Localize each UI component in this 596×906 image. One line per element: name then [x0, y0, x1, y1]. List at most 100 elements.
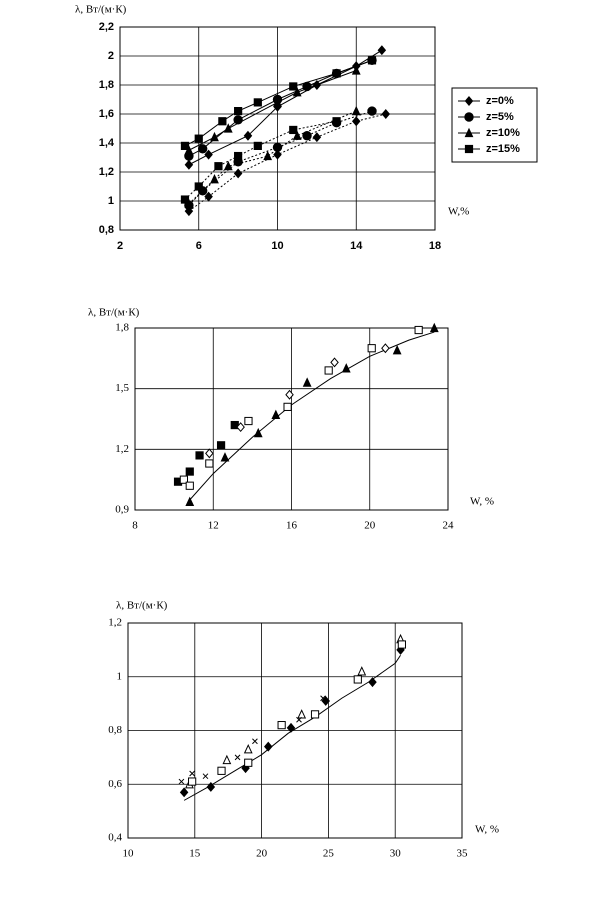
point	[220, 452, 230, 462]
x-tick-label: 30	[390, 848, 402, 860]
x-axis-label: W, %	[475, 824, 499, 836]
point	[296, 716, 302, 723]
y-tick-label: 1,5	[115, 382, 129, 394]
point	[292, 130, 302, 140]
point	[236, 422, 245, 433]
point	[195, 451, 204, 460]
legend-marker	[464, 144, 474, 154]
point	[178, 778, 185, 785]
point	[222, 754, 232, 765]
point	[185, 496, 195, 507]
point	[289, 125, 298, 135]
point	[367, 56, 377, 65]
x-tick-label: 6	[196, 240, 202, 252]
point	[285, 389, 294, 400]
point	[223, 123, 233, 133]
legend-marker	[464, 96, 474, 106]
legend-label: z=5%	[486, 111, 514, 123]
point	[397, 640, 406, 649]
point	[367, 106, 377, 116]
point	[234, 151, 243, 161]
point	[272, 142, 283, 153]
y-tick-label: 0,6	[108, 778, 122, 790]
point	[292, 86, 302, 97]
point	[429, 322, 439, 333]
plot-frame	[119, 26, 436, 231]
x-tick-label: 16	[286, 520, 298, 532]
legend-marker	[464, 112, 474, 122]
x-tick-label: 18	[429, 240, 441, 252]
fit-line	[189, 331, 435, 501]
y-tick-label: 1,2	[99, 166, 114, 178]
point	[273, 97, 282, 107]
point	[210, 131, 219, 142]
point	[205, 448, 214, 459]
point	[218, 117, 227, 126]
point	[330, 357, 339, 368]
y-tick-label: 0,8	[99, 224, 114, 236]
point	[243, 130, 253, 141]
plot-frame	[127, 622, 463, 839]
x-tick-label: 20	[256, 848, 268, 860]
x-tick-label: 12	[208, 520, 219, 532]
y-axis-label: λ, Вт/(м·К)	[75, 4, 127, 16]
point	[289, 82, 298, 91]
point	[179, 787, 189, 798]
x-axis-label: W,%	[448, 206, 469, 218]
point	[332, 69, 341, 78]
y-tick-label: 0,4	[108, 832, 122, 844]
point	[189, 770, 195, 777]
x-tick-label: 10	[123, 848, 135, 860]
y-axis-label: λ, Вт/(м·К)	[116, 600, 168, 612]
point	[214, 162, 223, 171]
point	[283, 402, 292, 411]
point	[217, 766, 226, 775]
point	[302, 377, 312, 387]
point	[206, 781, 216, 792]
series-line	[184, 120, 337, 200]
x-axis-label: W, %	[470, 496, 494, 508]
y-tick-label: 0,9	[115, 504, 129, 516]
point	[202, 773, 209, 780]
point	[210, 173, 219, 184]
point	[253, 98, 262, 107]
point	[332, 117, 341, 126]
point	[377, 45, 387, 56]
x-tick-label: 25	[323, 848, 335, 860]
point	[324, 366, 333, 375]
point	[179, 475, 189, 484]
y-tick-label: 0,8	[108, 724, 122, 736]
point	[353, 675, 362, 684]
y-tick-label: 2	[108, 50, 114, 62]
x-tick-label: 14	[350, 240, 363, 252]
point	[180, 195, 190, 204]
point	[194, 182, 203, 191]
point	[234, 107, 243, 116]
point	[244, 758, 253, 767]
point	[243, 744, 253, 754]
point	[194, 134, 203, 143]
point	[312, 132, 322, 143]
plot-frame	[134, 327, 449, 511]
point	[351, 105, 361, 116]
point	[204, 149, 213, 160]
point	[381, 109, 391, 119]
point	[253, 427, 263, 438]
x-tick-label: 35	[457, 848, 469, 860]
x-tick-label: 15	[189, 848, 201, 860]
y-tick-label: 1,6	[99, 108, 114, 120]
point	[188, 777, 197, 786]
point	[297, 709, 307, 719]
x-tick-label: 10	[271, 240, 283, 252]
y-tick-label: 1	[117, 670, 123, 682]
y-tick-label: 1,4	[99, 137, 115, 149]
y-tick-label: 1,2	[115, 443, 129, 455]
point	[244, 416, 253, 426]
point	[205, 459, 214, 468]
point	[341, 363, 351, 373]
point	[271, 409, 281, 420]
y-tick-label: 1,2	[108, 617, 122, 629]
point	[264, 741, 273, 752]
legend-label: z=0%	[486, 95, 514, 107]
point	[414, 325, 423, 335]
